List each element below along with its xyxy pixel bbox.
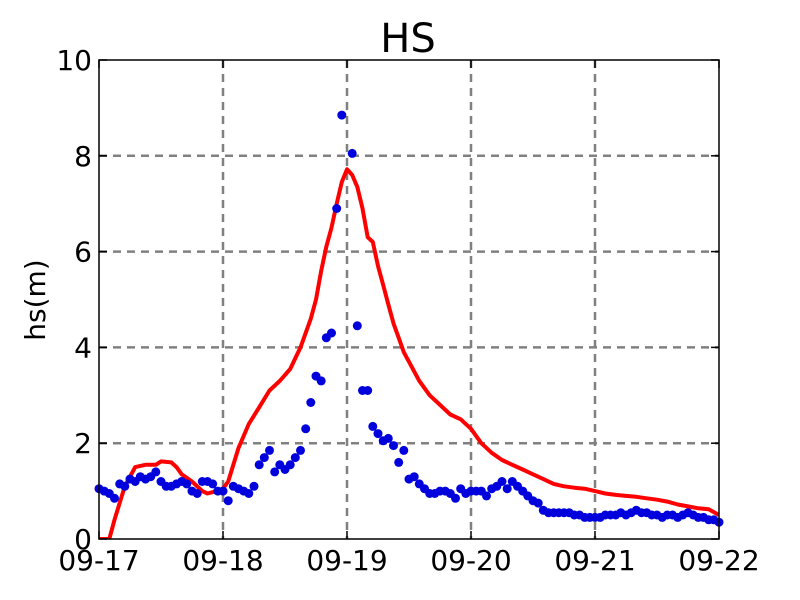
observed-hs-point <box>383 433 393 443</box>
observed-hs-point <box>218 486 228 496</box>
observed-hs-point <box>389 441 398 451</box>
x-tick-label: 09-19 <box>306 544 387 577</box>
observed-hs-point <box>316 376 326 386</box>
observed-hs-point <box>451 493 460 503</box>
observed-hs-point <box>399 445 409 455</box>
plot-area <box>94 110 724 539</box>
observed-hs-point <box>296 445 305 455</box>
observed-hs-point <box>270 467 280 477</box>
observed-hs-point <box>223 496 233 506</box>
observed-hs-point <box>192 489 202 498</box>
observed-hs-point <box>368 421 378 431</box>
observed-hs-point <box>301 424 311 434</box>
observed-hs-point <box>249 481 259 491</box>
grid <box>99 60 719 539</box>
observed-hs-point <box>363 386 373 395</box>
observed-hs-point <box>409 472 419 482</box>
y-axis-label: hs(m) <box>19 259 52 340</box>
observed-hs-point <box>533 498 543 508</box>
y-tick-label: 2 <box>74 427 92 460</box>
observed-hs-point <box>151 467 161 477</box>
observed-hs-point <box>120 481 130 491</box>
x-tick-label: 09-21 <box>554 544 635 577</box>
y-tick-label: 8 <box>74 140 92 173</box>
x-tick-label: 09-18 <box>182 544 263 577</box>
observed-hs-point <box>482 491 491 501</box>
axis-ticks: 09-17 09-18 09-19 09-20 09-21 09-22 0 2 4 6 8 10 <box>56 44 759 577</box>
plot-frame <box>98 59 720 540</box>
observed-hs-point <box>327 328 336 338</box>
observed-hs-point <box>352 321 362 331</box>
x-tick-label: 09-20 <box>430 544 511 577</box>
observed-hs-point <box>259 453 269 463</box>
observed-hs-point <box>502 484 512 494</box>
observed-hs-point <box>182 479 192 489</box>
observed-hs-point <box>347 148 357 158</box>
observed-hs-point <box>337 110 347 120</box>
x-tick-label: 09-22 <box>678 544 759 577</box>
observed-hs-point <box>208 479 218 489</box>
observed-hs-point <box>332 204 342 213</box>
observed-hs-point <box>394 457 404 467</box>
observed-hs-point <box>110 493 119 503</box>
observed-hs-point <box>497 477 507 486</box>
chart-title: HS <box>380 16 435 62</box>
observed-hs-point <box>290 453 300 463</box>
observed-hs-point <box>254 460 264 470</box>
observed-hs-point <box>285 460 295 470</box>
y-tick-label: 0 <box>74 523 92 556</box>
observed-hs-point <box>373 429 383 439</box>
y-tick-label: 10 <box>56 44 92 77</box>
y-tick-label: 4 <box>74 331 92 364</box>
model-hs-line <box>99 167 719 539</box>
y-tick-label: 6 <box>74 236 92 269</box>
observed-hs-point <box>306 398 316 407</box>
observed-hs-point <box>244 489 254 498</box>
x-tick-label: 09-17 <box>58 544 139 577</box>
observed-hs-point <box>265 445 274 455</box>
